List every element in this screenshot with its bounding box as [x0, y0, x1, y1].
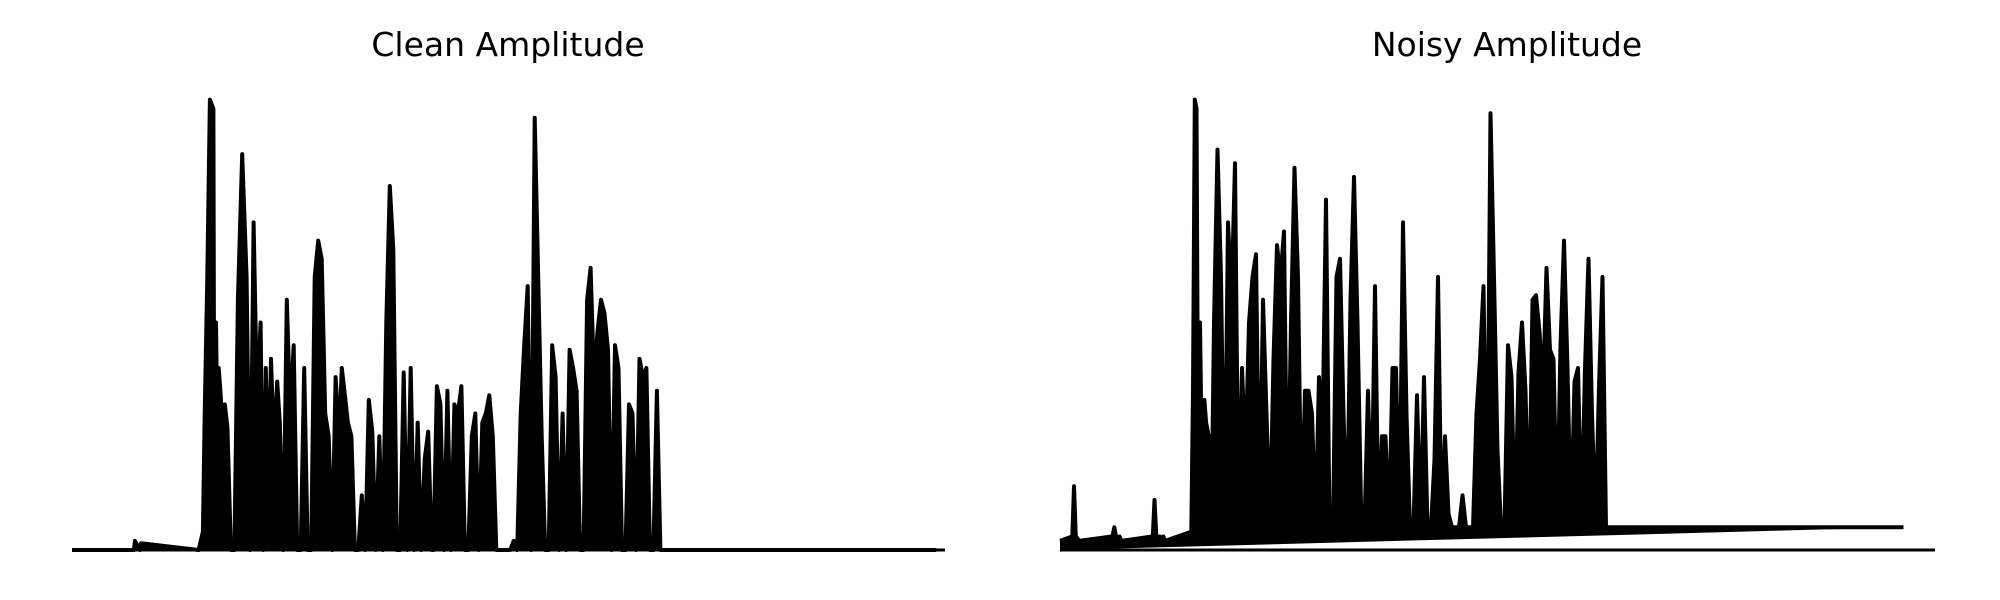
clean-amplitude-area-0 [72, 99, 937, 550]
noisy-amplitude-panel: Noisy Amplitude [1000, 0, 2000, 600]
noisy-amplitude-plot [1059, 97, 1935, 552]
noisy-amplitude-line-0 [1059, 97, 1904, 543]
clean-amplitude-line-0 [72, 97, 937, 552]
clean-amplitude-plot [72, 97, 945, 552]
clean-amplitude-panel: Clean Amplitude [72, 25, 945, 552]
